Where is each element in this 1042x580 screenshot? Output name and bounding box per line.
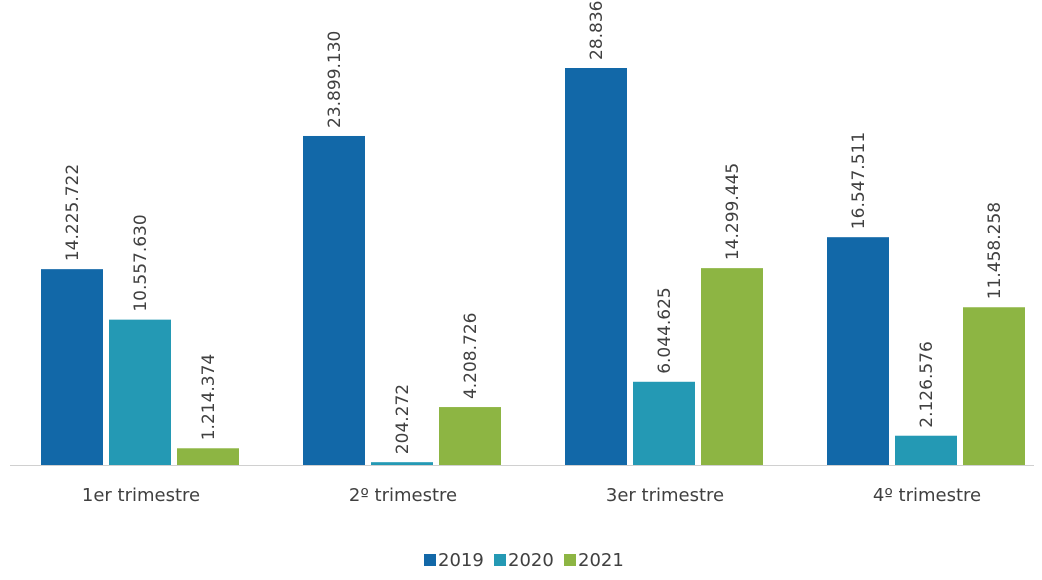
bar-2019-q4	[827, 237, 889, 465]
legend-label-2019: 2019	[438, 550, 484, 571]
category-label-q4: 4º trimestre	[873, 485, 981, 506]
category-label-q3: 3er trimestre	[606, 485, 724, 506]
legend-label-2021: 2021	[578, 550, 624, 571]
category-label-q2: 2º trimestre	[349, 485, 457, 506]
bar-2021-q2	[439, 407, 501, 465]
bar-2019-q3	[565, 68, 627, 465]
value-label-2020-q3: 6.044.625	[655, 287, 675, 374]
value-label-2021-q3: 14.299.445	[723, 163, 743, 260]
bar-2019-q1	[41, 269, 103, 465]
legend-label-2020: 2020	[508, 550, 554, 571]
legend-swatch-2021	[564, 554, 576, 566]
category-labels-layer: 1er trimestre 2º trimestre 3er trimestre 4º…	[82, 485, 981, 506]
bar-2021-q4	[963, 307, 1025, 465]
legend-swatch-2019	[424, 554, 436, 566]
bar-2021-q3	[701, 268, 763, 465]
value-label-2019-q1: 14.225.722	[63, 164, 83, 261]
bar-2020-q4	[895, 435, 957, 465]
bar-2020-q1	[109, 319, 171, 465]
legend-swatch-2020	[494, 554, 506, 566]
category-label-q1: 1er trimestre	[82, 485, 200, 506]
value-label-2020-q1: 10.557.630	[131, 214, 151, 311]
value-labels-layer: 14.225.722 10.557.630 1.214.374 23.899.130 2…	[63, 0, 1005, 454]
value-label-2021-q4: 11.458.258	[985, 202, 1005, 299]
legend: 2019 2020 2021	[424, 550, 624, 571]
value-label-2020-q2: 204.272	[393, 384, 413, 454]
value-label-2019-q2: 23.899.130	[325, 31, 345, 128]
bar-2019-q2	[303, 135, 365, 465]
value-label-2019-q3: 28.836.788	[587, 0, 607, 60]
value-label-2020-q4: 2.126.576	[917, 341, 937, 428]
value-label-2019-q4: 16.547.511	[849, 132, 869, 229]
bars-layer	[41, 68, 1025, 465]
value-label-2021-q1: 1.214.374	[199, 354, 219, 441]
bar-2020-q2	[371, 462, 433, 465]
bar-2021-q1	[177, 448, 239, 465]
bar-2020-q3	[633, 381, 695, 465]
value-label-2021-q2: 4.208.726	[461, 313, 481, 400]
